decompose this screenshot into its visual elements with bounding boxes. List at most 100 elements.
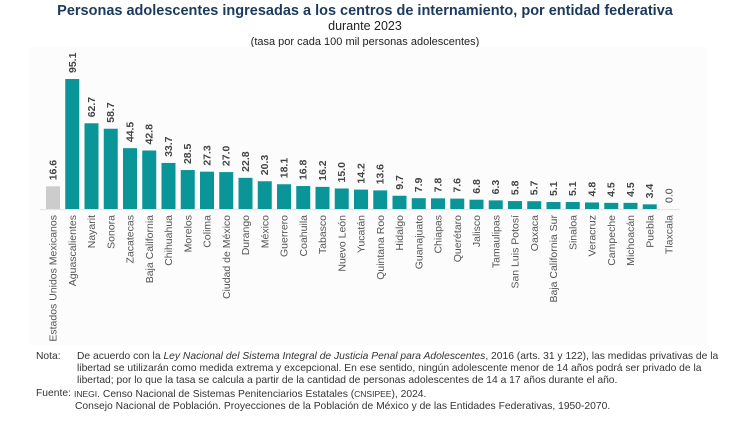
bar-chart: 16.6 Estados Unidos Mexicanos 95.1 Aguascal… [40, 52, 680, 342]
bar [123, 148, 137, 209]
category-label: Chihuahua [163, 215, 175, 266]
law-name: Ley Nacional del Sistema Integral de Jus… [163, 351, 486, 362]
category-label: Campeche [606, 215, 618, 266]
bar [623, 202, 638, 209]
value-label: 16.8 [298, 159, 310, 180]
bar [411, 198, 426, 209]
category-label: Guerrero [279, 215, 291, 257]
nota-row: Nota: De acuerdo con la Ley Nacional del… [36, 351, 726, 388]
fuente-line1-end: ), 2024. [391, 388, 427, 400]
value-label: 5.8 [510, 180, 522, 195]
value-label: 22.8 [240, 151, 252, 172]
fuente-org: INEGI [74, 388, 98, 399]
value-label: 16.6 [48, 160, 60, 181]
fuente-label: Fuente: [36, 387, 71, 399]
category-label: Nayarit [86, 215, 98, 248]
category-label: Ciudad de México [221, 215, 233, 299]
value-label: 58.7 [105, 102, 117, 123]
nota-text: De acuerdo con la Ley Nacional del Siste… [77, 351, 726, 388]
bar [257, 181, 272, 209]
value-label: 7.6 [452, 178, 464, 193]
value-label: 95.1 [67, 52, 79, 73]
category-label: Aguascalientes [67, 215, 79, 286]
category-label: Durango [240, 215, 252, 255]
category-label: Tlaxcala [664, 215, 676, 254]
bar [450, 198, 465, 209]
category-label: Michoacán [625, 215, 637, 266]
bar [527, 201, 542, 209]
category-label: Tamaulipas [490, 215, 502, 268]
category-label: Veracruz [587, 215, 599, 256]
fuente-line1: INEGI. Censo Nacional de Sistemas Penite… [74, 388, 726, 401]
bar [315, 186, 330, 209]
value-label: 5.7 [529, 180, 541, 195]
category-label: Baja California [144, 215, 156, 283]
fuente-line2: Consejo Nacional de Población. Proyeccio… [75, 400, 611, 412]
bar [84, 123, 99, 209]
fuente-acronym: CNSIPEE [354, 388, 392, 399]
value-label: 9.7 [394, 175, 406, 190]
category-label: Hidalgo [394, 215, 406, 251]
chart-subtitle: durante 2023 [328, 19, 402, 33]
bar [546, 202, 561, 209]
category-label: Zacatecas [125, 215, 137, 263]
bar [604, 202, 619, 209]
bar [296, 186, 311, 209]
category-label: Tabasco [317, 215, 329, 254]
bar [488, 200, 503, 209]
bar [373, 190, 388, 209]
bar [469, 199, 484, 209]
bar [277, 184, 291, 209]
bar-national [46, 186, 60, 209]
value-label: 4.8 [587, 182, 599, 197]
chart-title: Personas adolescentes ingresadas a los c… [57, 3, 673, 19]
category-label: Guanajuato [413, 215, 425, 269]
value-label: 33.7 [163, 136, 175, 157]
category-label: Puebla [644, 215, 656, 248]
value-label: 6.3 [490, 180, 502, 195]
bar [200, 171, 214, 209]
value-label: 44.5 [125, 122, 137, 143]
chart-units: (tasa por cada 100 mil personas adolesce… [250, 36, 480, 48]
bar [180, 170, 195, 209]
value-label: 16.2 [317, 160, 329, 181]
category-label: Sonora [105, 215, 117, 249]
value-label: 7.9 [413, 177, 425, 192]
category-label: Morelos [182, 215, 194, 252]
value-label: 4.5 [606, 182, 618, 197]
value-label: 5.1 [567, 181, 579, 196]
category-label: Coahuila [298, 215, 310, 257]
category-label: Querétaro [452, 215, 464, 262]
nota-text-pre: De acuerdo con la [77, 351, 164, 362]
value-label: 27.0 [221, 145, 233, 166]
category-label: Chiapas [433, 215, 445, 254]
category-label: Colima [202, 215, 214, 248]
value-label: 28.5 [182, 143, 194, 164]
bar [431, 198, 445, 209]
value-label: 7.8 [433, 178, 445, 193]
fuente-row: Fuente: INEGI. Censo Nacional de Sistema… [36, 388, 726, 401]
bar [334, 188, 349, 209]
category-label: Yucatán [356, 215, 368, 253]
bar [508, 201, 522, 209]
value-label: 20.3 [259, 155, 271, 176]
value-label: 27.3 [202, 145, 214, 166]
category-label: Nuevo León [336, 215, 348, 272]
category-label: Baja California Sur [548, 215, 560, 303]
nota-label: Nota: [36, 351, 61, 362]
notes-section: Nota: De acuerdo con la Ley Nacional del… [36, 351, 726, 413]
category-label: Sinaloa [567, 215, 579, 250]
value-label: 3.4 [644, 184, 656, 199]
bar [103, 128, 118, 209]
category-label: San Luis Potosí [510, 215, 522, 289]
category-label: Jalisco [471, 215, 483, 247]
bar [565, 202, 580, 209]
bar [642, 204, 657, 209]
bar [585, 202, 599, 209]
value-label: 4.5 [625, 182, 637, 197]
bar [65, 79, 80, 209]
value-label: 5.1 [548, 181, 560, 196]
bar [392, 195, 407, 209]
value-label: 13.6 [375, 164, 387, 185]
bar [354, 189, 368, 209]
